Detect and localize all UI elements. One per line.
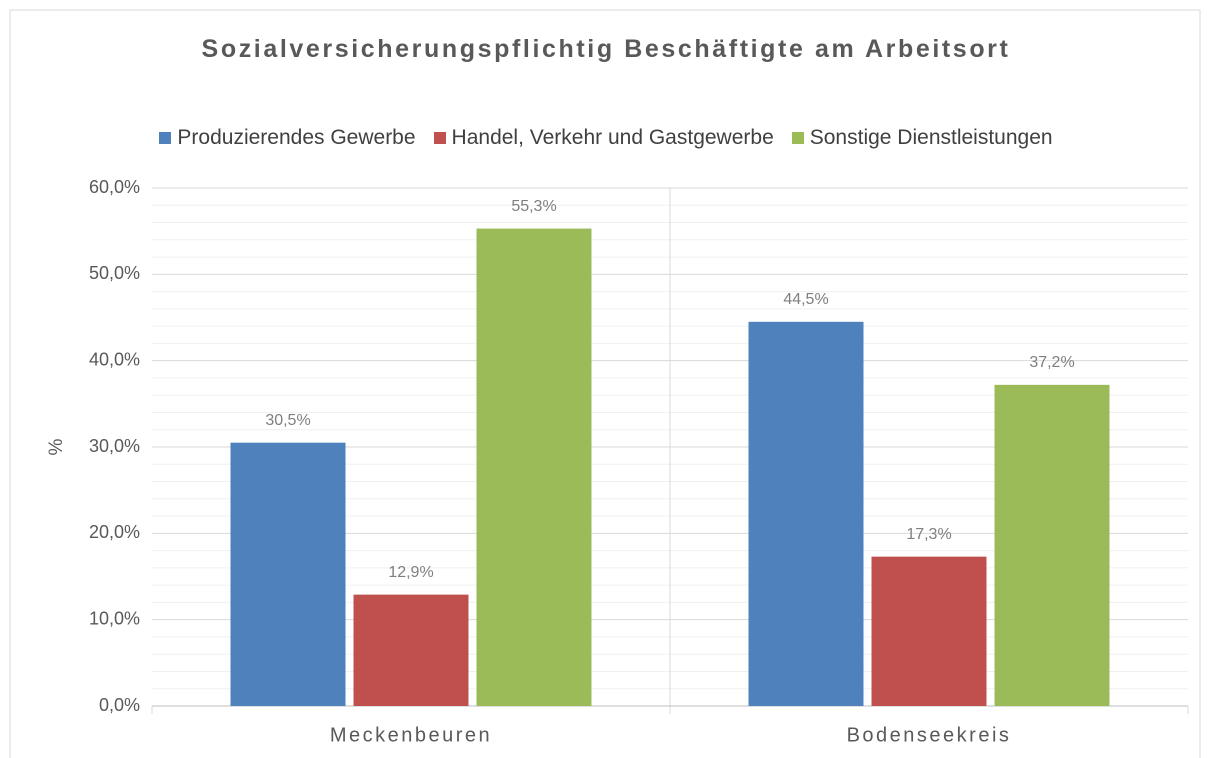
legend-item: Handel, Verkehr und Gastgewerbe — [433, 126, 774, 150]
legend-label: Produzierendes Gewerbe — [177, 126, 416, 149]
x-tick-label: Meckenbeuren — [330, 724, 492, 746]
chart-title: Sozialversicherungspflichtig Beschäftigt… — [201, 35, 1011, 63]
bar — [871, 556, 987, 706]
data-label: 30,5% — [265, 412, 310, 429]
data-label: 12,9% — [388, 564, 433, 581]
y-tick-label: 40,0% — [89, 349, 140, 369]
bar — [748, 321, 864, 706]
data-label: 44,5% — [783, 291, 828, 308]
data-label: 17,3% — [906, 526, 951, 543]
bar — [994, 384, 1110, 706]
y-tick-label: 0,0% — [99, 695, 140, 715]
legend-item: Produzierendes Gewerbe — [159, 126, 416, 150]
x-tick-label: Bodenseekreis — [847, 724, 1012, 746]
legend-swatch — [433, 132, 446, 144]
legend-label: Handel, Verkehr und Gastgewerbe — [451, 126, 774, 149]
y-axis-label: % — [46, 438, 67, 455]
legend-item: Sonstige Dienstleistungen — [791, 126, 1053, 150]
data-label: 37,2% — [1029, 354, 1074, 371]
y-tick-label: 30,0% — [89, 436, 140, 456]
y-tick-label: 20,0% — [89, 522, 140, 542]
legend-label: Sonstige Dienstleistungen — [809, 126, 1053, 149]
y-tick-label: 10,0% — [89, 608, 140, 628]
y-tick-label: 50,0% — [89, 263, 140, 283]
legend-swatch — [791, 132, 804, 144]
legend-swatch — [159, 132, 172, 144]
y-tick-label: 60,0% — [89, 177, 140, 197]
bar — [230, 442, 346, 706]
bar — [353, 594, 469, 706]
chart-border — [9, 9, 1201, 758]
legend: Produzierendes Gewerbe Handel, Verkehr un… — [0, 126, 1212, 150]
data-label: 55,3% — [511, 198, 556, 215]
bar — [476, 228, 592, 706]
